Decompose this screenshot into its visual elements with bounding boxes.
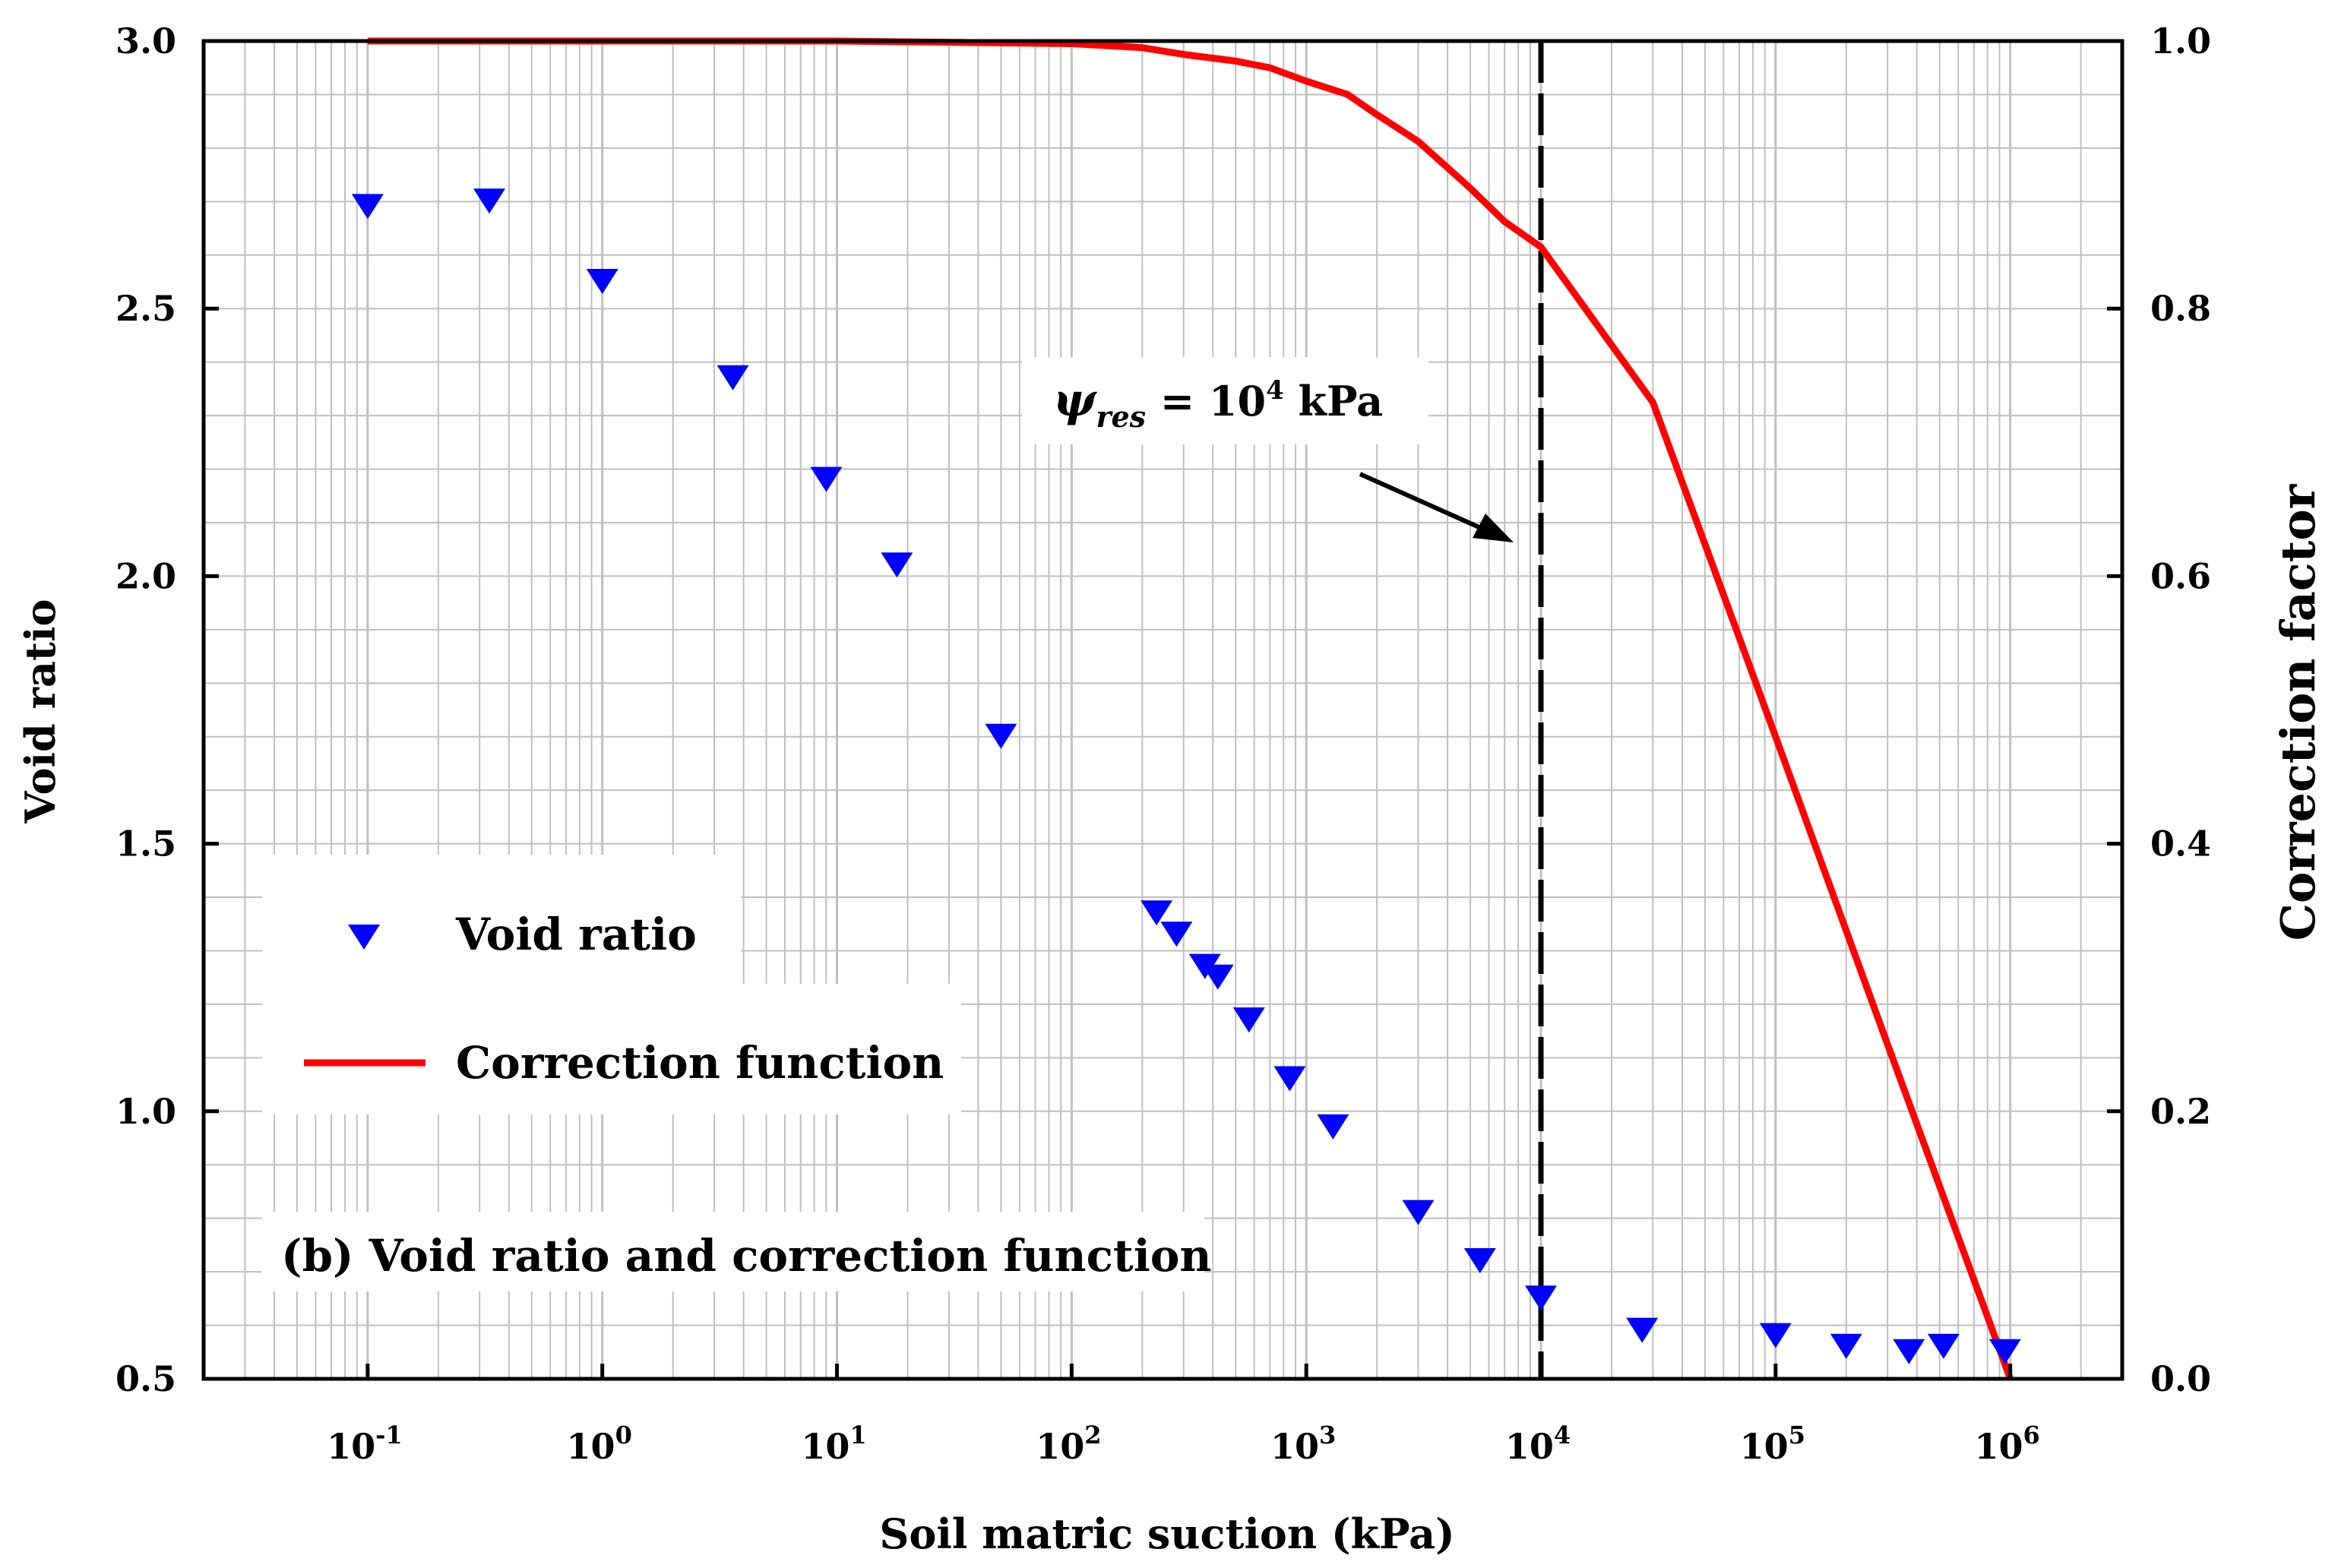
y-right-tick-label: 0.8 [2150,288,2211,329]
chart-title: (b) Void ratio and correction function [281,1230,1212,1282]
void-ratio-point [1830,1333,1862,1359]
y-right-tick-label: 0.2 [2150,1091,2211,1132]
legend: Void ratio Correction function [304,909,944,1089]
void-ratio-point [717,365,749,390]
void-ratio-point [1160,922,1193,947]
void-ratio-point [810,466,843,492]
void-ratio-point [1988,1339,2021,1364]
x-tick-label: 105 [1740,1421,1805,1467]
y-axis-title-right: Correction factor [2270,483,2326,940]
void-ratio-point [1759,1323,1792,1348]
void-ratio-point [1626,1317,1659,1343]
x-tick-label: 100 [567,1421,632,1467]
void-ratio-point [1141,900,1173,926]
void-ratio-point [1927,1333,1960,1359]
void-ratio-point [985,723,1017,749]
annotation-arrow-shaft [1359,472,1491,534]
text-backgrounds [262,357,1428,1291]
grid-lines [203,41,2123,1379]
x-tick-label: 101 [801,1421,866,1467]
void-ratio-point [1525,1285,1557,1311]
y-left-tick-label: 0.5 [115,1358,176,1399]
y-left-tick-label: 1.0 [115,1091,176,1132]
title-background [262,1212,1204,1291]
x-tick-label: 106 [1975,1421,2040,1467]
void-ratio-point [1232,1007,1265,1033]
annotation-equals: = 10 [1146,377,1266,425]
plot-frame [201,39,2124,1381]
y-left-tick-label: 3.0 [115,21,176,62]
annotation-unit: kPa [1284,377,1383,425]
annotation-psi: ψ [1053,374,1098,427]
axis-ticks: 0.5 1.0 1.5 2.0 2.5 3.0 0.0 0.2 0.4 0.6 0.8 1.0 10-1… [115,21,2211,1467]
void-ratio-point [351,194,384,220]
legend-background [262,984,961,1114]
y-right-tick-label: 0.6 [2150,555,2211,596]
legend-void-ratio-marker [348,925,380,950]
legend-correction-label: Correction function [456,1037,944,1089]
x-axis-title: Soil matric suction (kPa) [879,1510,1454,1558]
y-right-tick-label: 0.4 [2150,824,2211,865]
void-ratio-point [1317,1114,1349,1140]
void-ratio-point [1273,1066,1306,1092]
plot-series [351,37,2021,1380]
y-left-tick-label: 2.0 [115,555,176,596]
void-ratio-point [473,188,505,214]
annotation-arrow-head [1473,514,1514,542]
correction-function-line [367,37,2014,1380]
void-ratio-point [1463,1248,1496,1273]
y-right-tick-label: 0.0 [2150,1358,2211,1399]
void-ratio-point [586,269,619,294]
residual-suction-annotation: ψres = 104 kPa [1053,374,1514,542]
x-tick-label: 103 [1270,1421,1336,1467]
legend-background [262,855,741,984]
y-left-tick-label: 2.5 [115,288,176,329]
y-left-tick-label: 1.5 [115,824,176,865]
annotation-background [1022,357,1428,444]
legend-void-ratio-label: Void ratio [455,909,697,960]
void-ratio-point [1201,964,1234,990]
annotation-superscript: 4 [1266,375,1284,406]
void-ratio-point [1893,1339,1925,1364]
annotation-label: ψres = 104 kPa [1053,374,1383,434]
x-tick-label: 102 [1036,1421,1101,1467]
plot-border [201,39,2124,1381]
x-tick-label: 104 [1505,1421,1571,1467]
y-right-tick-label: 1.0 [2150,21,2211,62]
void-ratio-point [881,552,913,578]
annotation-subscript: res [1096,400,1146,434]
x-tick-label: 10-1 [327,1421,403,1467]
y-axis-title-left: Void ratio [16,599,65,824]
void-ratio-point [1402,1200,1435,1225]
